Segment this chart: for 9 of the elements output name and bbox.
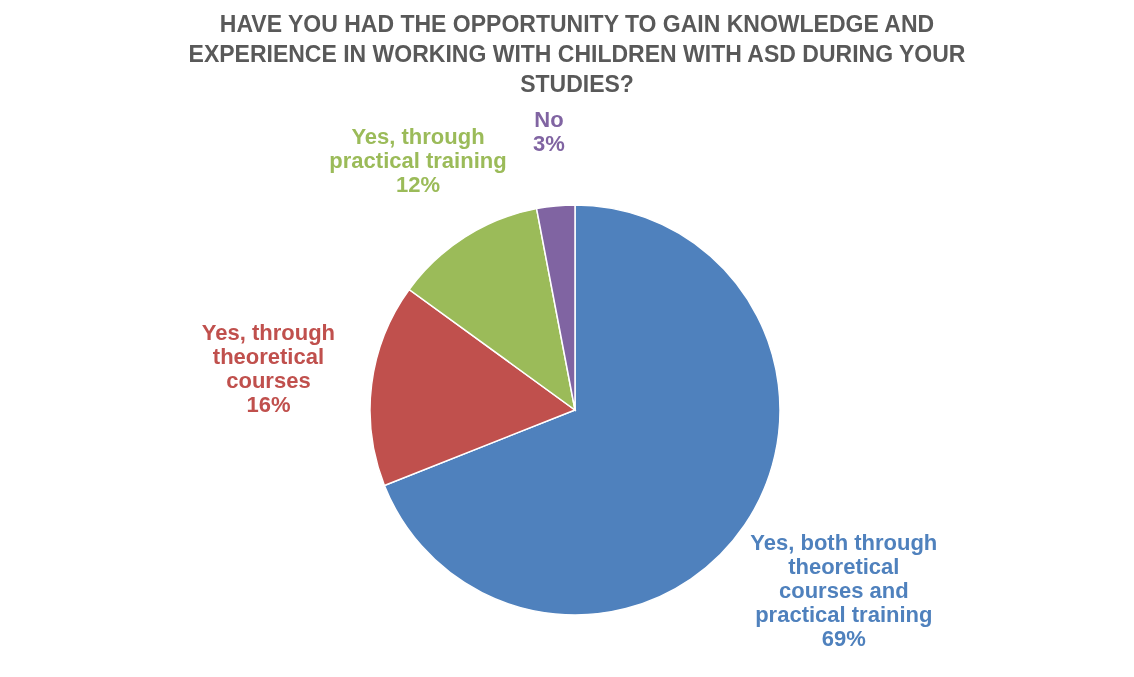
chart-title: HAVE YOU HAD THE OPPORTUNITY TO GAIN KNOWLEDGE AND EXPERIENCE IN WORKING WITH CHILDREN WITH ASD DURING YOUR STUDIES? xyxy=(188,11,966,97)
slice-label: No xyxy=(534,107,564,133)
data-label: 3% xyxy=(533,131,565,157)
slice-label: Yes, through practical training xyxy=(329,123,507,173)
data-label: 16% xyxy=(246,392,291,418)
data-label: 12% xyxy=(395,171,441,197)
slice-label: Yes, through theoretical courses xyxy=(201,320,336,394)
data-label: 69% xyxy=(821,625,866,651)
slice-label: Yes, both through theoretical courses and practical training xyxy=(750,529,938,627)
